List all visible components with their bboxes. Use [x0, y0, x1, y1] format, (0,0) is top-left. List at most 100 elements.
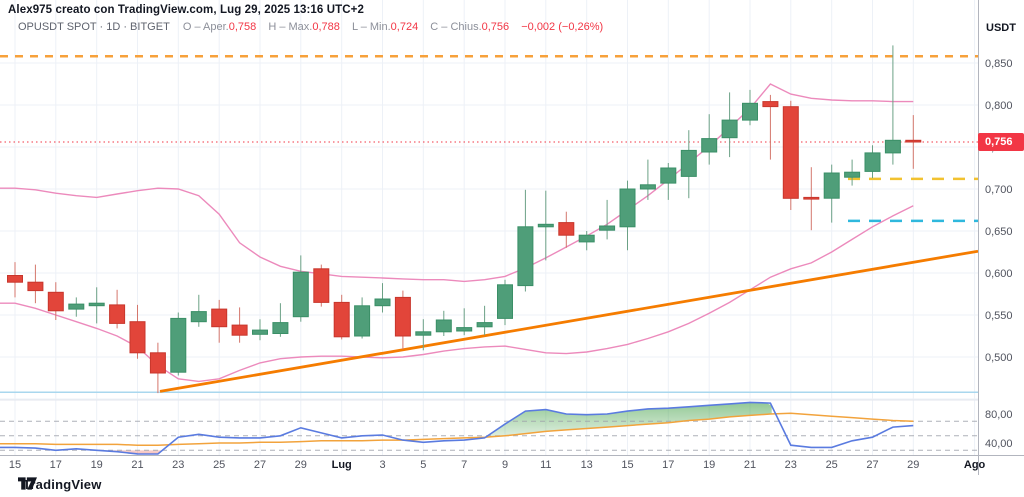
candle-body	[803, 196, 820, 200]
candle-body	[844, 171, 861, 178]
last-price-badge: 0,756	[978, 133, 1024, 151]
symbol-title: OPUSDT SPOT · 1D · BITGET	[18, 21, 170, 33]
candle-body	[170, 317, 187, 373]
candle-body	[762, 101, 779, 108]
candle-body	[884, 139, 901, 154]
svg-text:27: 27	[254, 459, 266, 471]
svg-text:15: 15	[621, 459, 633, 471]
svg-text:15: 15	[9, 459, 21, 471]
svg-text:3: 3	[379, 459, 385, 471]
candle-body	[68, 303, 85, 310]
candle-body	[701, 138, 718, 153]
svg-text:17: 17	[662, 459, 674, 471]
svg-text:29: 29	[907, 459, 919, 471]
candlestick-series	[7, 45, 922, 394]
tradingview-attribution[interactable]: TradingView	[18, 477, 102, 492]
candle-body	[190, 311, 207, 323]
svg-text:7: 7	[461, 459, 467, 471]
svg-text:29: 29	[295, 459, 307, 471]
oscillator-main-line	[0, 401, 914, 455]
candle-body	[456, 327, 473, 332]
candle-body	[639, 184, 656, 190]
grid-lines	[0, 0, 978, 455]
candle-body	[88, 302, 105, 307]
svg-text:0,650: 0,650	[985, 226, 1013, 238]
candle-body	[782, 106, 799, 199]
candle-body	[905, 139, 922, 143]
close-label: C – Chius.	[430, 21, 482, 33]
candle-body	[313, 268, 330, 303]
oscillator-signal-line	[0, 412, 914, 446]
upper-band-line	[0, 83, 914, 283]
price-axis-currency: USDT	[986, 22, 1016, 34]
candle-body	[354, 305, 371, 337]
svg-text:40,00: 40,00	[985, 438, 1013, 450]
candle-body	[823, 172, 840, 199]
candle-body	[497, 284, 513, 319]
svg-text:19: 19	[703, 459, 715, 471]
candle-body	[394, 296, 411, 337]
candle-body	[109, 304, 126, 324]
svg-text:27: 27	[866, 459, 878, 471]
candle-body	[619, 188, 636, 228]
close-value: 0,756	[481, 21, 510, 33]
high-label: H – Max.	[268, 21, 313, 33]
candle-body	[211, 308, 228, 328]
candle-body	[272, 322, 289, 335]
svg-text:23: 23	[785, 459, 797, 471]
svg-text:17: 17	[50, 459, 62, 471]
price-axis-labels[interactable]: 0,8500,8000,7500,7000,6500,6000,5500,500…	[985, 58, 1013, 450]
svg-text:Lug: Lug	[332, 459, 352, 471]
tradingview-brand-text: TradingView	[23, 477, 102, 492]
svg-text:0,550: 0,550	[985, 310, 1013, 322]
candle-body	[129, 321, 146, 354]
candle-body	[680, 149, 697, 177]
candle-body	[660, 167, 677, 184]
candle-body	[435, 319, 452, 333]
volatility-bands	[0, 83, 914, 383]
open-value: 0,758	[228, 21, 257, 33]
svg-text:0,850: 0,850	[985, 58, 1013, 70]
candle-body	[231, 324, 248, 336]
candle-body	[374, 298, 391, 307]
svg-text:Ago: Ago	[964, 459, 986, 471]
svg-text:19: 19	[91, 459, 103, 471]
symbol-legend[interactable]: OPUSDT SPOT · 1D · BITGET O – Aper.0,758…	[18, 21, 603, 33]
svg-text:23: 23	[172, 459, 184, 471]
candle-body	[578, 234, 595, 243]
candle-body	[721, 119, 738, 139]
candle-body	[252, 329, 268, 335]
svg-text:80,00: 80,00	[985, 409, 1013, 421]
svg-text:0,800: 0,800	[985, 100, 1013, 112]
candle-body	[558, 222, 575, 236]
svg-text:0,600: 0,600	[985, 268, 1013, 280]
svg-text:13: 13	[581, 459, 593, 471]
svg-text:9: 9	[502, 459, 508, 471]
high-value: 0,788	[312, 21, 340, 33]
svg-text:25: 25	[213, 459, 225, 471]
low-label: L – Min.	[351, 21, 391, 33]
candle-body	[476, 322, 493, 328]
candle-body	[415, 331, 432, 336]
low-value: 0,724	[390, 21, 419, 33]
svg-text:11: 11	[540, 459, 551, 471]
candle-body	[599, 225, 616, 231]
candle-body	[333, 301, 350, 338]
candle-body	[7, 275, 23, 283]
svg-text:21: 21	[131, 459, 143, 471]
chart-attribution: Alex975 creato con TradingView.com, Lug …	[8, 4, 364, 16]
svg-text:0,700: 0,700	[985, 184, 1013, 196]
candle-body	[517, 226, 534, 287]
candle-body	[149, 352, 166, 374]
time-axis-labels[interactable]: 15 17 19 21 23 25 27 29 Lug 3 5 7 9 11 13 15 17 19 21 23 25 2…	[9, 459, 986, 471]
lower-band-line	[0, 205, 914, 383]
trend-line[interactable]	[159, 249, 979, 393]
svg-text:21: 21	[744, 459, 756, 471]
svg-text:0,500: 0,500	[985, 352, 1013, 364]
overbought-fill	[485, 402, 772, 438]
open-label: O – Aper.	[182, 21, 229, 33]
candle-body	[742, 102, 758, 121]
change-value: −0,002 (−0,26%)	[521, 21, 604, 33]
candle-body	[864, 152, 881, 172]
